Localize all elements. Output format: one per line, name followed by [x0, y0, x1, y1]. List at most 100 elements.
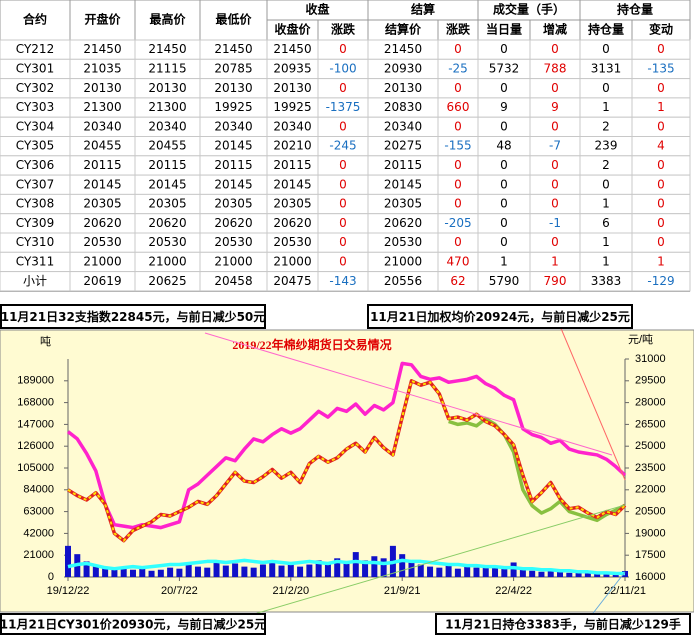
- table-value: 3383: [591, 274, 622, 288]
- table-value: 20130: [148, 81, 186, 95]
- table-value: 20475: [273, 274, 311, 288]
- table-value: 0: [454, 119, 462, 133]
- series-line: [448, 416, 626, 523]
- header-label: 结算价: [385, 22, 422, 37]
- note-box: [435, 613, 691, 635]
- table-value: 20455: [83, 139, 121, 153]
- table-value: -7: [549, 139, 561, 153]
- table-value: 0: [657, 42, 665, 56]
- y-tick-label: 189000: [17, 375, 54, 387]
- header-label: 最低价: [215, 12, 252, 27]
- table-value: 0: [454, 197, 462, 211]
- volume-bar: [352, 552, 359, 577]
- table-value: 470: [447, 254, 470, 268]
- table-value: CY212: [16, 42, 54, 56]
- volume-bar: [194, 566, 201, 577]
- table-value: 1: [602, 235, 610, 249]
- table-value: 0: [339, 119, 347, 133]
- table-value: 0: [500, 42, 508, 56]
- table-value: 0: [500, 235, 508, 249]
- table-value: 20305: [384, 197, 422, 211]
- table-value: 20130: [83, 81, 121, 95]
- table-value: 20620: [273, 216, 311, 230]
- table-value: 20305: [214, 197, 252, 211]
- volume-bar: [241, 566, 248, 577]
- volume-bar: [111, 568, 118, 577]
- volume-bar: [417, 564, 424, 577]
- table-value: 20275: [384, 139, 422, 153]
- header-label: 收盘: [305, 2, 329, 17]
- table-value: 21000: [384, 254, 422, 268]
- table-value: 20620: [83, 216, 121, 230]
- note-text: 11月21日持仓3383手，与前日减少129手: [445, 617, 681, 632]
- table-value: 20620: [214, 216, 252, 230]
- volume-bar: [547, 570, 554, 577]
- line-highlight: [67, 379, 626, 543]
- volume-bar: [83, 561, 90, 577]
- volume-bar: [297, 566, 304, 577]
- x-tick-label: 22/4/22: [495, 585, 532, 597]
- table-value: 48: [496, 139, 511, 153]
- table-value: 20530: [214, 235, 252, 249]
- volume-bar: [538, 571, 545, 577]
- table-cell: [631, 271, 691, 292]
- table-value: 20305: [148, 197, 186, 211]
- table-value: 790: [544, 274, 567, 288]
- table-value: -155: [444, 139, 471, 153]
- table-value: 20458: [214, 274, 252, 288]
- volume-bar: [185, 564, 192, 577]
- volume-bar: [408, 562, 415, 577]
- table-value: 0: [454, 158, 462, 172]
- pointer-line: [559, 325, 626, 481]
- y2-tick-label: 26500: [635, 418, 666, 430]
- volume-bar: [464, 566, 471, 577]
- y-axis-title: 吨: [40, 335, 51, 348]
- volume-bar: [102, 566, 109, 577]
- table-value: CY304: [16, 119, 54, 133]
- table-value: -25: [448, 61, 468, 75]
- table-value: 21000: [214, 254, 252, 268]
- table-value: 0: [500, 177, 508, 191]
- volume-bar: [501, 568, 508, 577]
- table-value: 0: [551, 81, 559, 95]
- table-value: 20145: [214, 139, 252, 153]
- table-value: 20556: [384, 274, 422, 288]
- volume-bar: [157, 569, 164, 577]
- table-value: 20115: [148, 158, 186, 172]
- table-value: 20305: [83, 197, 121, 211]
- volume-bar: [454, 568, 461, 577]
- x-tick-label: 21/2/20: [272, 585, 309, 597]
- header-label: 变动: [649, 22, 673, 37]
- table-value: 0: [551, 158, 559, 172]
- table-value: 20145: [83, 177, 121, 191]
- table-value: 19925: [214, 100, 252, 114]
- table-value: 3131: [591, 61, 622, 75]
- table-value: -135: [647, 61, 674, 75]
- table-value: 1: [551, 254, 559, 268]
- y-tick-label: 42000: [23, 527, 54, 539]
- volume-bar: [139, 568, 146, 577]
- table-value: 21300: [148, 100, 186, 114]
- notes: 11月21日32支指数22845元，与前日减少50元 11月21日加权均价2092…: [0, 304, 691, 635]
- table-value: 21000: [83, 254, 121, 268]
- volume-bar: [482, 565, 489, 577]
- table-value: CY311: [16, 254, 54, 268]
- table-value: 1: [602, 100, 610, 114]
- table-value: CY307: [16, 177, 54, 191]
- table-value: 0: [454, 81, 462, 95]
- table-value: 0: [339, 177, 347, 191]
- y2-tick-label: 23500: [635, 462, 666, 474]
- volume-bar: [362, 560, 369, 577]
- y2-tick-label: 16000: [635, 571, 666, 583]
- volume-bar: [176, 568, 183, 577]
- y2-tick-label: 29500: [635, 375, 666, 387]
- note-text: 11月21日32支指数22845元，与前日减少50元: [1, 309, 266, 324]
- table-value: -205: [444, 216, 471, 230]
- table-value: CY309: [16, 216, 54, 230]
- table-value: 20530: [83, 235, 121, 249]
- y-tick-label: 168000: [17, 397, 54, 409]
- volume-bar: [278, 565, 285, 577]
- note-text: 11月21日CY301价20930元，与前日减少25元: [0, 617, 266, 632]
- table-value: 0: [657, 158, 665, 172]
